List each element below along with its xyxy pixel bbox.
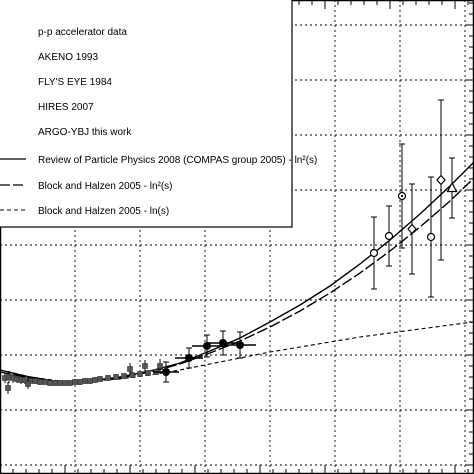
point-0-23-marker <box>121 373 127 379</box>
point-2-0-marker <box>369 248 379 258</box>
point-1-3-marker <box>219 339 227 347</box>
point-2-1-marker <box>384 231 394 241</box>
point-0-20-marker <box>97 376 103 382</box>
point-0-18-marker <box>87 378 93 384</box>
point-0-28-marker <box>5 385 11 391</box>
legend-label-7: Block and Halzen 2005 - ln(s) <box>38 206 169 217</box>
point-1-1-marker <box>185 354 193 362</box>
legend-label-1: AKENO 1993 <box>38 52 98 63</box>
point-0-8-marker <box>37 379 43 385</box>
point-0-26-marker <box>145 370 151 376</box>
point-0-21-marker <box>105 375 111 381</box>
point-3-0-marker-dot <box>400 194 404 198</box>
legend: p-p accelerator data AKENO 1993 FLY'S EY… <box>0 0 317 228</box>
legend-box <box>0 0 293 228</box>
point-4-0-marker <box>407 223 417 235</box>
point-1-0-marker <box>162 368 170 376</box>
point-0-16-marker <box>77 379 83 385</box>
point-0-25-marker <box>137 371 143 377</box>
point-0-29-marker <box>25 381 31 387</box>
legend-label-4: ARGO-YBJ this work <box>38 127 132 138</box>
legend-label-2: FLY'S EYE 1984 <box>38 77 112 88</box>
point-0-13-marker <box>62 380 68 386</box>
point-0-30-marker <box>127 366 133 372</box>
point-0-32-marker <box>157 363 163 369</box>
legend-label-6: Block and Halzen 2005 - ln²(s) <box>38 181 173 192</box>
point-0-10-marker <box>47 380 53 386</box>
point-0-19-marker <box>92 377 98 383</box>
data-points <box>2 99 458 394</box>
legend-label-3: HIRES 2007 <box>38 102 94 113</box>
legend-label-0: p-p accelerator data <box>38 27 127 38</box>
point-2-2-marker <box>426 232 436 242</box>
point-0-31-marker <box>142 363 148 369</box>
point-1-2-marker <box>203 342 211 350</box>
point-0-9-marker <box>42 379 48 385</box>
point-0-14-marker <box>67 380 73 386</box>
point-0-15-marker <box>72 379 78 385</box>
point-0-12-marker <box>57 380 63 386</box>
point-0-17-marker <box>82 378 88 384</box>
point-0-7-marker <box>32 378 38 384</box>
legend-label-5: Review of Particle Physics 2008 (COMPAS … <box>38 155 317 166</box>
point-1-4-marker <box>236 341 244 349</box>
curve-short-dash <box>0 321 474 382</box>
point-0-11-marker <box>52 380 58 386</box>
point-4-1-marker <box>436 174 446 186</box>
point-0-22-marker <box>113 374 119 380</box>
point-5-0-marker <box>446 181 458 193</box>
